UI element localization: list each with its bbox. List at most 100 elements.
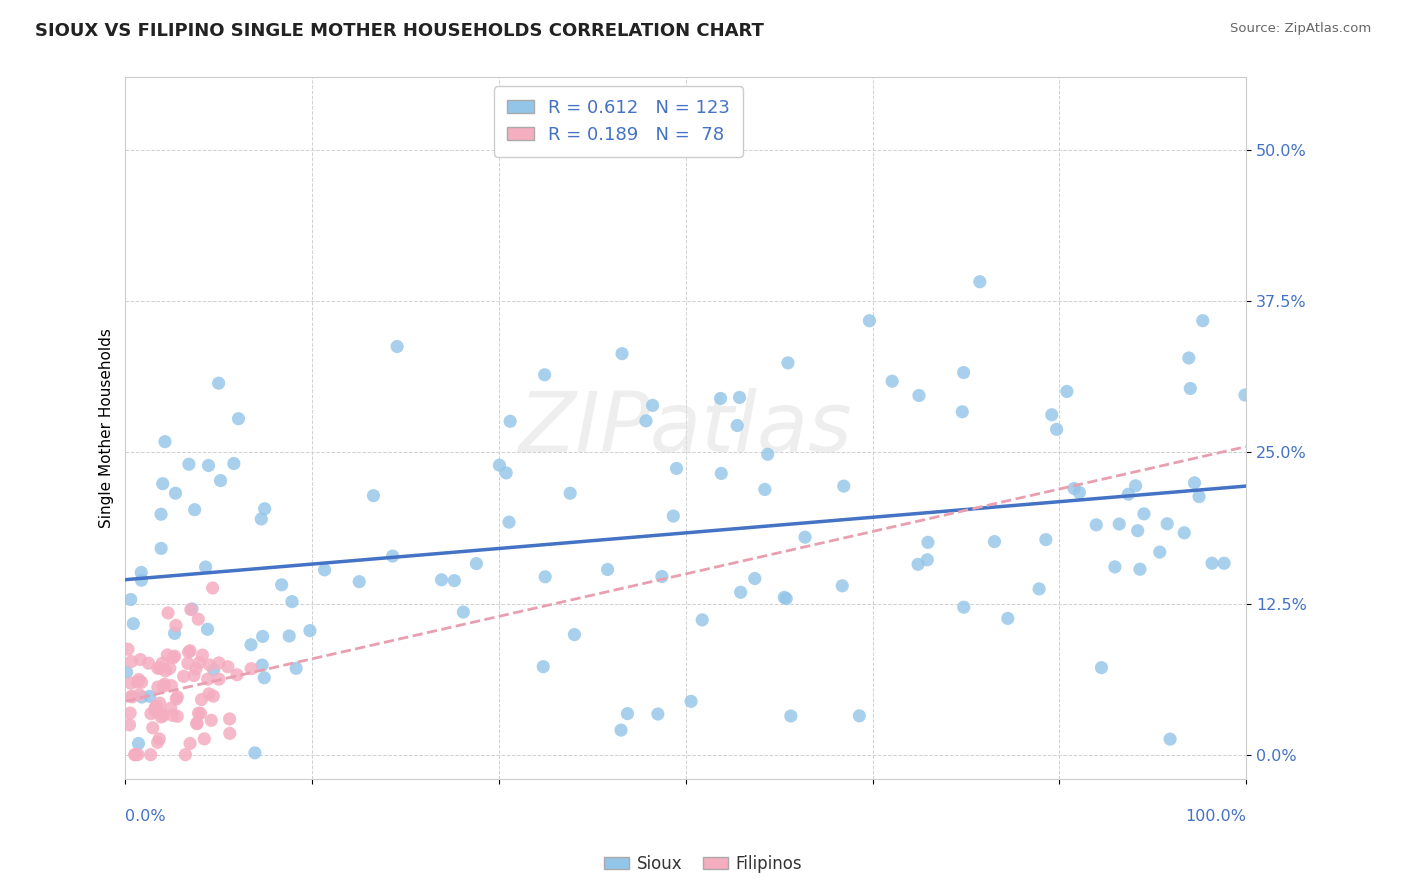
Point (148, 731, 170, 746)
Point (160, 679, 183, 693)
Point (218, 726, 240, 740)
Point (153, 434, 176, 449)
Text: SIOUX VS FILIPINO SINGLE MOTHER HOUSEHOLDS CORRELATION CHART: SIOUX VS FILIPINO SINGLE MOTHER HOUSEHOL… (35, 22, 763, 40)
Point (385, 339, 408, 353)
Point (465, 557, 488, 571)
Point (1056, 384, 1078, 399)
Point (1108, 516, 1130, 531)
Point (131, 690, 153, 704)
Point (754, 483, 776, 497)
Point (1156, 516, 1178, 531)
Point (193, 731, 215, 746)
Point (564, 627, 586, 641)
Point (120, 690, 142, 704)
Point (143, 701, 166, 715)
Point (138, 656, 160, 670)
Point (831, 579, 853, 593)
Point (728, 391, 751, 405)
Point (1063, 482, 1085, 496)
Point (191, 648, 214, 662)
Point (1104, 560, 1126, 574)
Point (129, 566, 152, 580)
Point (252, 629, 274, 643)
Point (848, 709, 870, 723)
Point (1173, 525, 1195, 540)
Legend: Sioux, Filipinos: Sioux, Filipinos (598, 848, 808, 880)
Point (495, 466, 517, 480)
Point (131, 573, 153, 587)
Point (128, 673, 150, 687)
Point (1040, 408, 1063, 422)
Point (776, 356, 799, 370)
Point (917, 535, 939, 549)
Point (756, 447, 779, 461)
Point (150, 541, 173, 556)
Point (1045, 422, 1067, 436)
Point (1125, 479, 1147, 493)
Legend: R = 0.612   N = 123, R = 0.189   N =  78: R = 0.612 N = 123, R = 0.189 N = 78 (494, 87, 742, 157)
Point (250, 658, 273, 673)
Point (1129, 562, 1152, 576)
Point (690, 613, 713, 627)
Point (181, 602, 204, 616)
Point (162, 708, 184, 723)
Point (150, 710, 173, 724)
Point (197, 672, 219, 686)
Point (177, 657, 200, 671)
Point (240, 638, 263, 652)
Point (534, 570, 557, 584)
Point (250, 512, 273, 526)
Point (1133, 507, 1156, 521)
Point (120, 592, 142, 607)
Point (779, 709, 801, 723)
Point (681, 694, 703, 708)
Point (173, 669, 195, 683)
Point (665, 461, 688, 475)
Point (710, 467, 733, 481)
Point (190, 692, 212, 706)
Point (159, 661, 181, 675)
Point (208, 376, 231, 391)
Point (166, 690, 188, 704)
Point (222, 457, 245, 471)
Point (1159, 732, 1181, 747)
Point (200, 714, 222, 728)
Point (907, 558, 929, 572)
Point (139, 747, 162, 762)
Point (149, 661, 172, 675)
Point (120, 676, 142, 690)
Point (610, 346, 633, 360)
Point (131, 675, 153, 690)
Point (610, 723, 633, 738)
Point (1149, 545, 1171, 559)
Point (208, 672, 231, 686)
Point (1035, 533, 1057, 547)
Point (349, 574, 371, 589)
Point (243, 746, 266, 760)
Point (117, 642, 139, 657)
Point (202, 689, 225, 703)
Point (159, 701, 181, 715)
Point (157, 606, 180, 620)
Point (381, 549, 404, 563)
Point (198, 687, 221, 701)
Point (443, 574, 465, 588)
Point (209, 474, 232, 488)
Point (146, 680, 169, 694)
Point (152, 476, 174, 491)
Point (198, 657, 221, 672)
Point (118, 718, 141, 732)
Point (1180, 382, 1202, 396)
Point (180, 602, 202, 616)
Point (188, 656, 211, 670)
Point (363, 489, 385, 503)
Point (165, 692, 187, 706)
Point (177, 645, 200, 659)
Point (314, 563, 336, 577)
Point (152, 679, 174, 693)
Point (128, 737, 150, 751)
Point (208, 656, 231, 670)
Point (641, 398, 664, 412)
Point (187, 612, 209, 626)
Point (186, 716, 208, 731)
